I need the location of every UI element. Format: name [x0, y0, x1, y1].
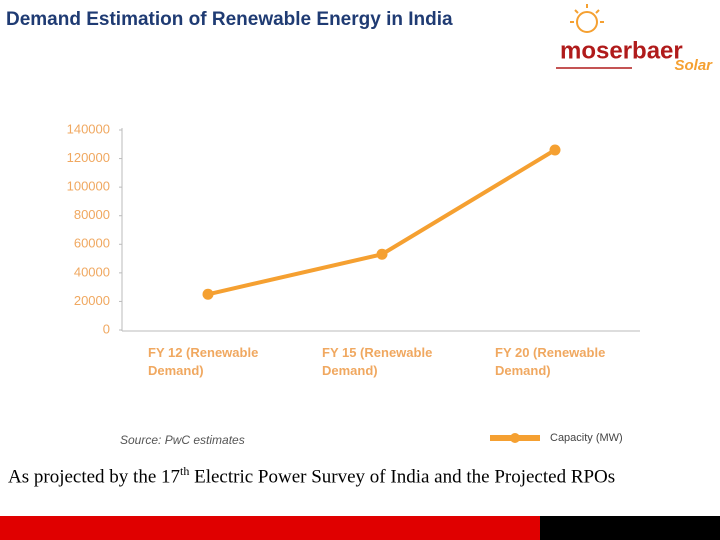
caption-sup: th — [180, 464, 190, 478]
point — [376, 248, 388, 260]
y-tick-label: 80000 — [74, 207, 110, 222]
x-tick-label: FY 12 (Renewable Demand) — [148, 345, 259, 378]
legend-marker — [510, 433, 520, 443]
y-tick-label: 120000 — [67, 150, 110, 165]
logo-brand: moserbaer — [560, 37, 683, 64]
slide-title: Demand Estimation of Renewable Energy in… — [6, 9, 453, 30]
point — [549, 144, 561, 156]
footer-bar — [540, 516, 720, 540]
logo-sun — [570, 4, 604, 33]
source-note: Source: PwC estimates — [120, 433, 245, 447]
chart: moserbaer Solar Source: PwC estimates 0 2… — [67, 4, 713, 447]
point — [202, 288, 214, 300]
caption-text: Electric Power Survey of India and the P… — [189, 466, 616, 488]
y-tick-label: 60000 — [74, 236, 110, 251]
caption: As projected by the 17th Electric Power … — [8, 464, 615, 488]
y-tick-label: 20000 — [74, 293, 110, 308]
footer-bar — [0, 516, 540, 540]
series-line — [207, 148, 557, 297]
y-tick-label: 100000 — [67, 179, 110, 194]
legend-label: Capacity (MW) — [550, 432, 623, 444]
x-tick-label: FY 15 (Renewable Demand) — [322, 345, 433, 378]
y-tick-label: 0 — [103, 321, 110, 336]
x-tick-label: FY 20 (Renewable Demand) — [495, 345, 606, 378]
logo-sub: Solar — [674, 57, 713, 74]
y-tick-label: 40000 — [74, 264, 110, 279]
y-tick-label: 140000 — [67, 121, 110, 136]
caption-text: As projected by the 17 — [8, 466, 181, 488]
